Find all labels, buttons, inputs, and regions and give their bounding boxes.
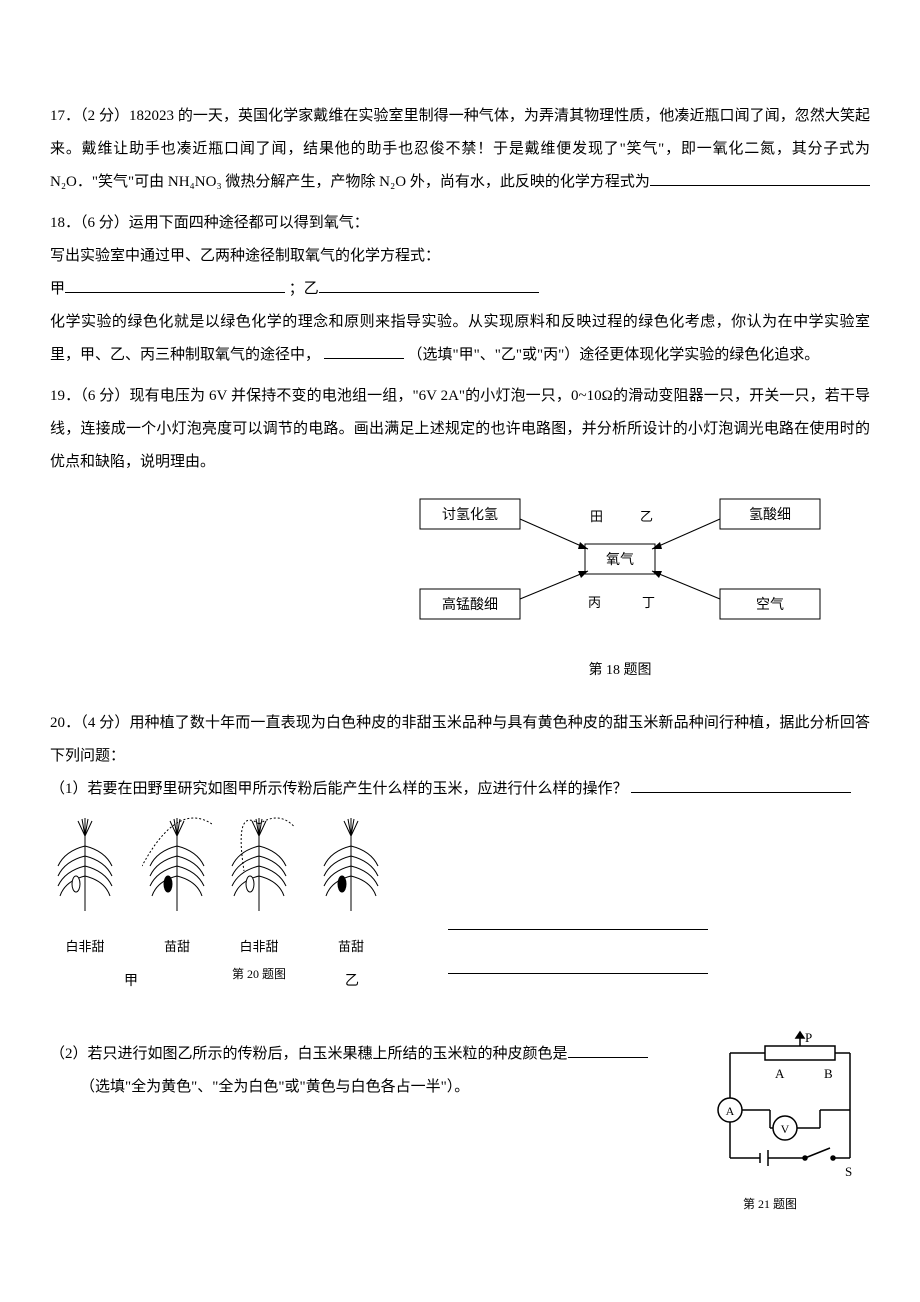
question-19: 19．（6 分）现有电压为 6V 并保持不变的电池组一组，"6V 2A"的小灯泡…	[50, 380, 870, 479]
q18-blanks: 甲 ；乙	[50, 273, 870, 306]
answer-line-1	[448, 910, 708, 930]
lbl-bing: 丙	[588, 595, 601, 610]
circ-S: S	[845, 1164, 852, 1178]
circ-P: P	[805, 1030, 812, 1045]
fig-caption: 第 20 题图	[224, 961, 294, 998]
q20-sub2-blank	[568, 1043, 648, 1058]
yi-label: ；乙	[289, 281, 319, 297]
lbl-jia: 田	[590, 509, 603, 524]
q17-text: 17．（2 分）182023 的一天，英国化学家戴维在实验室里制得一种气体，为弄…	[50, 100, 870, 199]
box-tl: 讨氢化氢	[442, 507, 498, 523]
q18-l3: 化学实验的绿色化就是以绿色化学的理念和原则来指导实验。从实现原料和反映过程的绿色…	[50, 306, 870, 372]
group-jia-label: 甲	[50, 967, 212, 998]
svg-text:V: V	[781, 1122, 790, 1136]
q18-diagram: 讨氢化氢 氢酸细 氧气 高锰酸细 空气 田 乙 丙 丁 第 18 题图	[410, 489, 830, 687]
box-br: 空气	[756, 597, 784, 613]
q19-text: 19．（6 分）现有电压为 6V 并保持不变的电池组一组，"6V 2A"的小灯泡…	[50, 380, 870, 479]
plant-icon	[142, 816, 212, 916]
circuit-caption: 第 21 题图	[670, 1191, 870, 1217]
q18-choice-blank	[324, 344, 404, 359]
q20-sub2a: （2）若只进行如图乙所示的传粉后，白玉米果穗上所结的玉米粒的种皮颜色是	[50, 1046, 568, 1062]
circ-B: B	[824, 1066, 833, 1081]
box-bl: 高锰酸细	[442, 596, 498, 613]
question-20: 20．（4 分）用种植了数十年而一直表现为白色种皮的非甜玉米品种与具有黄色种皮的…	[50, 707, 870, 1104]
label-white-2: 白非甜	[224, 933, 294, 962]
q20-sub1-blank	[631, 778, 851, 793]
label-white-1: 白非甜	[50, 933, 120, 962]
q17-blank	[650, 171, 870, 186]
circuit-svg: A B P A	[670, 1028, 870, 1178]
lbl-yi: 乙	[640, 509, 653, 524]
svg-text:A: A	[726, 1104, 735, 1118]
group-jia: 白非甜	[50, 816, 212, 962]
question-17: 17．（2 分）182023 的一天，英国化学家戴维在实验室里制得一种气体，为弄…	[50, 100, 870, 199]
box-tr: 氢酸细	[749, 507, 791, 523]
q20-plants: 白非甜	[50, 816, 398, 998]
question-18: 18．（6 分）运用下面四种途径都可以得到氧气： 写出实验室中通过甲、乙两种途径…	[50, 207, 870, 372]
plant-icon	[316, 816, 386, 916]
q18-l1: 18．（6 分）运用下面四种途径都可以得到氧气：	[50, 207, 870, 240]
jia-label: 甲	[50, 281, 65, 297]
q20-intro: 20．（4 分）用种植了数十年而一直表现为白色种皮的非甜玉米品种与具有黄色种皮的…	[50, 707, 870, 773]
q20-sub1: （1）若要在田野里研究如图甲所示传粉后能产生什么样的玉米，应进行什么样的操作？	[50, 773, 870, 806]
answer-line-2	[448, 954, 708, 974]
group-yi-label: 乙	[306, 967, 398, 998]
label-yellow-2: 苗甜	[316, 933, 386, 962]
q18-caption: 第 18 题图	[410, 656, 830, 687]
q20-sub2-block: A B P A	[50, 1038, 870, 1104]
q20-figures: 白非甜	[50, 816, 870, 998]
circ-A: A	[775, 1066, 785, 1081]
plant-icon	[50, 816, 120, 916]
plant-icon	[224, 816, 294, 916]
yi-blank	[319, 278, 539, 293]
group-yi: 白非甜	[224, 816, 386, 962]
q20-sub1-text: （1）若要在田野里研究如图甲所示传粉后能产生什么样的玉米，应进行什么样的操作？	[50, 781, 628, 797]
q18-svg: 讨氢化氢 氢酸细 氧气 高锰酸细 空气 田 乙 丙 丁	[410, 489, 830, 639]
q20-answer-lines	[418, 886, 870, 998]
circuit-diagram: A B P A	[670, 1028, 870, 1217]
label-yellow-1: 苗甜	[142, 933, 212, 962]
lbl-ding: 丁	[642, 595, 655, 610]
q18-l2: 写出实验室中通过甲、乙两种途径制取氧气的化学方程式：	[50, 240, 870, 273]
box-center: 氧气	[606, 552, 634, 568]
q18-l3b: （选填"甲"、"乙"或"丙"）途径更体现化学实验的绿色化追求。	[408, 347, 820, 363]
jia-blank	[65, 278, 285, 293]
